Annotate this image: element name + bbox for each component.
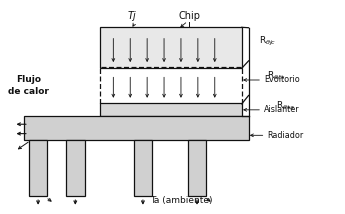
Text: R$_{\theta sa}$: R$_{\theta sa}$ — [276, 100, 295, 112]
Text: R$_{\theta jc}$: R$_{\theta jc}$ — [259, 35, 276, 48]
Bar — [134, 140, 152, 196]
Text: Aislanter: Aislanter — [264, 105, 299, 114]
Bar — [29, 140, 47, 196]
Text: Tj: Tj — [128, 11, 136, 21]
Bar — [24, 116, 248, 140]
Bar — [66, 140, 85, 196]
Text: de calor: de calor — [8, 87, 49, 96]
Bar — [188, 140, 206, 196]
Text: Flujo: Flujo — [16, 75, 41, 84]
Bar — [100, 67, 242, 104]
Text: Chip: Chip — [178, 11, 200, 21]
Bar — [100, 103, 242, 116]
Bar — [100, 27, 242, 68]
Text: Evoltorio: Evoltorio — [264, 76, 299, 85]
Text: Radiador: Radiador — [267, 131, 303, 140]
Text: R$_{\theta cs}$: R$_{\theta cs}$ — [267, 70, 286, 82]
Text: Ta (ambiente): Ta (ambiente) — [150, 196, 212, 205]
